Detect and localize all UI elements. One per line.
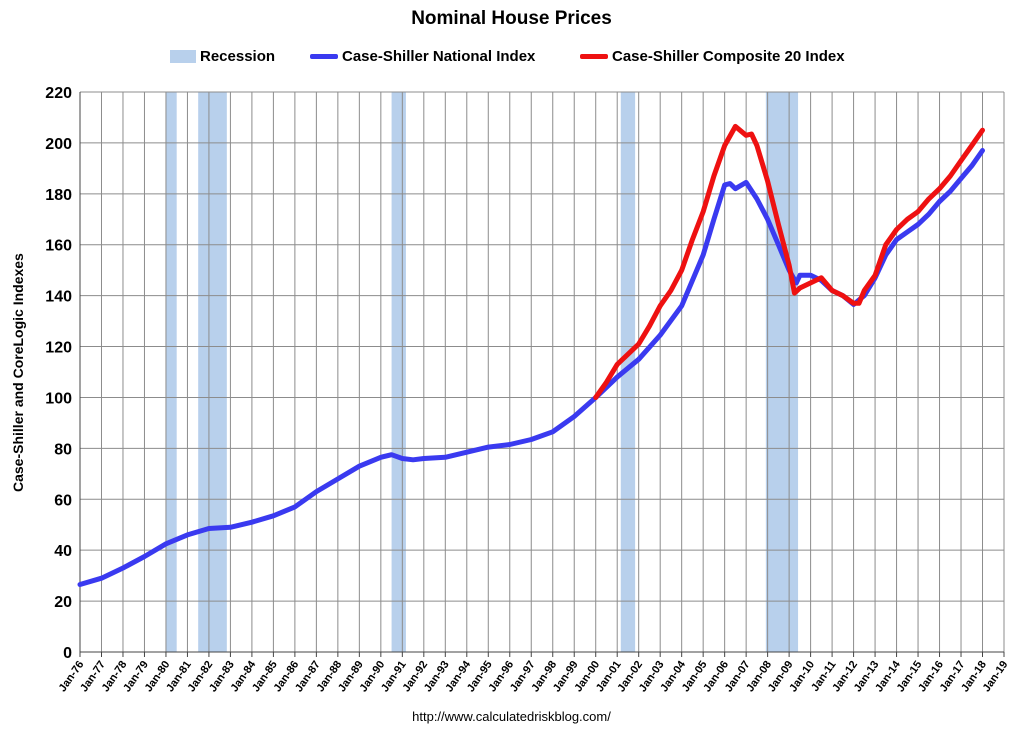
- recession-band: [391, 92, 406, 652]
- legend-label-national-index: Case-Shiller National Index: [342, 48, 536, 65]
- y-tick-label: 220: [45, 85, 72, 102]
- series-line-composite-20: [593, 123, 985, 400]
- y-tick-label: 160: [45, 238, 72, 255]
- y-tick-label: 200: [45, 136, 72, 153]
- recession-band: [765, 92, 799, 652]
- y-tick-label: 80: [54, 441, 72, 458]
- legend-item-national-index: Case-Shiller National Index: [310, 48, 535, 65]
- legend-swatch-recession: [170, 50, 196, 63]
- y-tick-label: 120: [45, 340, 72, 357]
- recession-band: [198, 92, 227, 652]
- recession-band: [165, 92, 177, 652]
- chart-title: Nominal House Prices: [411, 8, 612, 29]
- y-tick-label: 180: [45, 187, 72, 204]
- y-tick-label: 0: [63, 645, 72, 662]
- y-tick-label: 40: [54, 543, 72, 560]
- legend-label-composite-20: Case-Shiller Composite 20 Index: [612, 48, 845, 65]
- legend-swatch-national-index: [310, 54, 338, 59]
- legend-item-composite-20: Case-Shiller Composite 20 Index: [580, 48, 845, 65]
- legend: Recession Case-Shiller National Index Ca…: [0, 48, 1023, 70]
- y-tick-label: 20: [54, 594, 72, 611]
- legend-item-recession: Recession: [170, 48, 275, 65]
- legend-swatch-composite-20: [580, 54, 608, 59]
- recession-band: [620, 92, 636, 652]
- legend-label-recession: Recession: [200, 48, 276, 65]
- y-tick-label: 140: [45, 289, 72, 306]
- source-url: http://www.calculatedriskblog.com/: [412, 709, 611, 724]
- y-tick-label: 100: [45, 390, 72, 407]
- y-tick-label: 60: [54, 492, 72, 509]
